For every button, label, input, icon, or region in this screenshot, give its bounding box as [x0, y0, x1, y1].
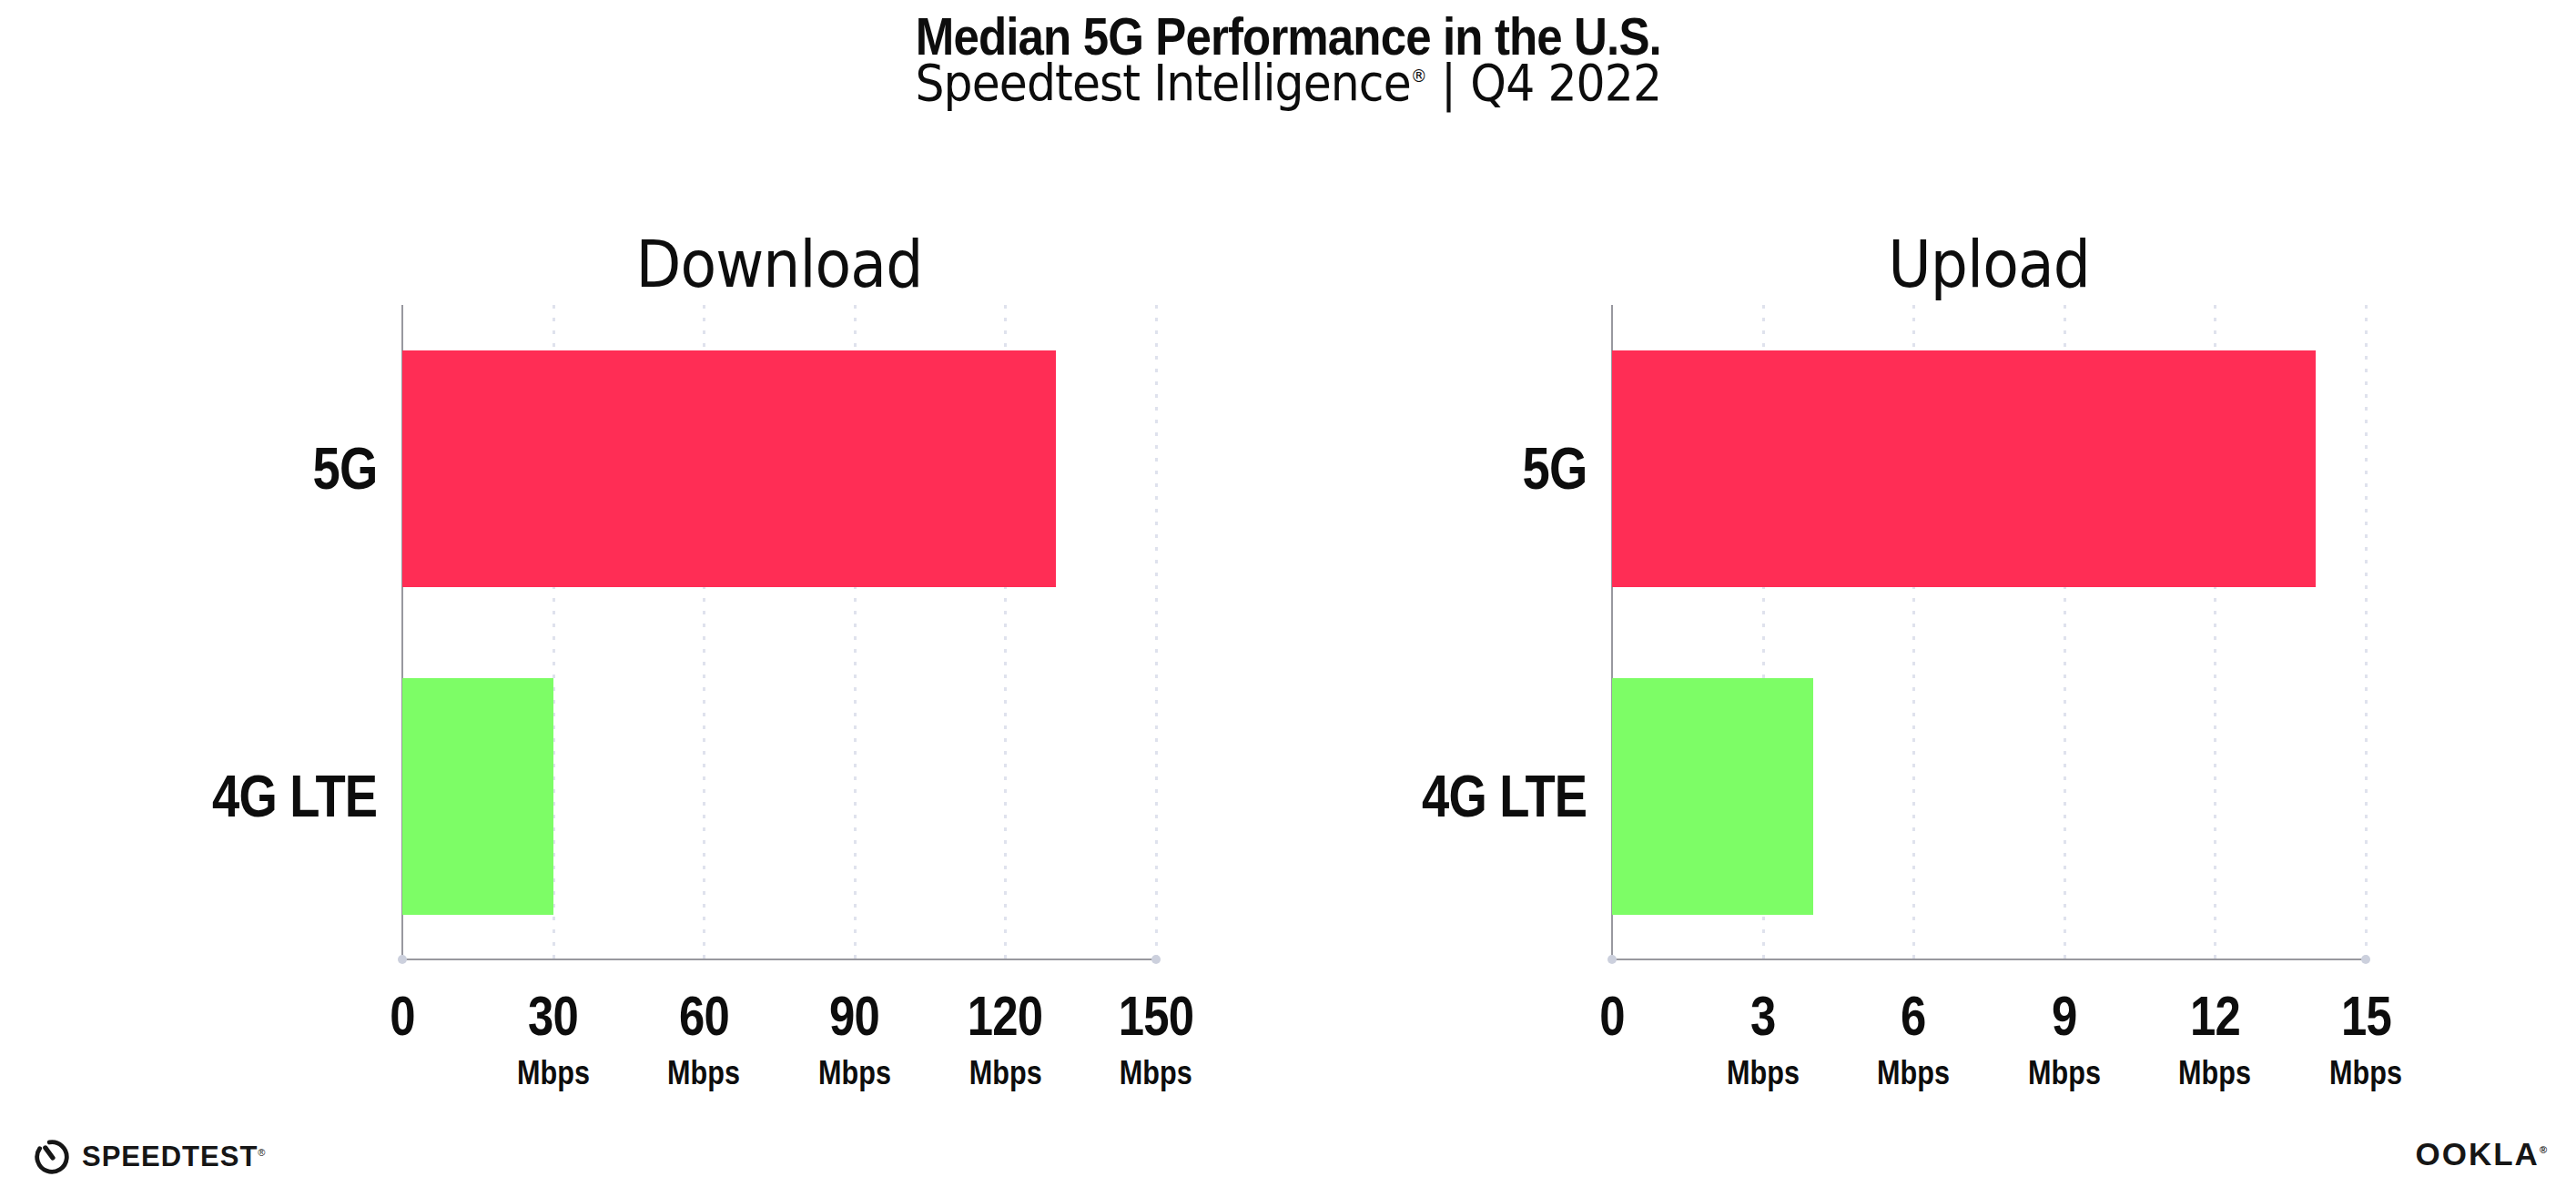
ookla-logo: OOKLA®	[2416, 1136, 2550, 1172]
infographic-canvas: Median 5G Performance in the U.S. Speedt…	[0, 0, 2576, 1197]
x-tick-value: 90	[812, 988, 898, 1044]
category-label-4g-lte: 4G LTE	[0, 767, 377, 826]
x-tick-unit: Mbps	[511, 1057, 596, 1090]
x-tick-value: 120	[959, 988, 1050, 1044]
chart-title: Upload	[1612, 226, 2366, 302]
bar-5g	[1612, 350, 2316, 587]
page-subtitle: Speedtest Intelligence®|Q4 2022	[0, 53, 2576, 112]
x-tick-3: 3 Mbps	[1720, 988, 1806, 1090]
chart-title: Download	[402, 226, 1156, 302]
x-tick-value: 0	[1597, 988, 1627, 1044]
gridline-15	[2365, 305, 2368, 959]
gridline-150	[1155, 305, 1158, 959]
axis-origin-dot	[1607, 955, 1617, 964]
x-tick-0: 0	[387, 988, 417, 1044]
speedtest-wordmark: SPEEDTEST®	[82, 1141, 266, 1173]
x-tick-value: 0	[387, 988, 417, 1044]
speedtest-logo: SPEEDTEST®	[31, 1134, 266, 1180]
x-tick-150: 150 Mbps	[1111, 988, 1202, 1090]
subtitle-divider: |	[1426, 53, 1470, 112]
subtitle-brand: Speedtest Intelligence	[915, 53, 1410, 112]
bar-4g-lte	[1612, 678, 1813, 915]
x-tick-unit: Mbps	[2022, 1057, 2107, 1090]
speedtest-registered-mark: ®	[258, 1147, 266, 1158]
category-label-text: 4G LTE	[1422, 767, 1587, 826]
x-tick-value: 60	[661, 988, 746, 1044]
category-label-4g-lte: 4G LTE	[1131, 767, 1587, 826]
axis-end-dot	[2361, 955, 2370, 964]
chart-title-text: Upload	[1888, 226, 2090, 302]
x-tick-value: 30	[511, 988, 596, 1044]
x-tick-0: 0	[1597, 988, 1627, 1044]
x-tick-value: 150	[1111, 988, 1202, 1044]
x-tick-6: 6 Mbps	[1871, 988, 1956, 1090]
x-tick-unit: Mbps	[1111, 1057, 1202, 1090]
x-tick-unit: Mbps	[959, 1057, 1050, 1090]
bar-5g	[402, 350, 1056, 587]
x-tick-90: 90 Mbps	[812, 988, 898, 1090]
ookla-wordmark: OOKLA®	[2416, 1136, 2550, 1172]
x-tick-unit: Mbps	[2172, 1057, 2257, 1090]
x-tick-15: 15 Mbps	[2323, 988, 2409, 1090]
chart-title-text: Download	[636, 226, 923, 302]
x-tick-value: 12	[2172, 988, 2257, 1044]
x-tick-120: 120 Mbps	[959, 988, 1050, 1090]
x-tick-value: 6	[1871, 988, 1956, 1044]
bar-4g-lte	[402, 678, 553, 915]
x-tick-30: 30 Mbps	[511, 988, 596, 1090]
x-tick-unit: Mbps	[1720, 1057, 1806, 1090]
x-tick-unit: Mbps	[2323, 1057, 2409, 1090]
x-tick-unit: Mbps	[1871, 1057, 1956, 1090]
category-label-5g: 5G	[0, 440, 377, 498]
x-tick-60: 60 Mbps	[661, 988, 746, 1090]
x-axis-line	[1611, 959, 2367, 960]
category-label-text: 5G	[312, 440, 377, 498]
category-label-5g: 5G	[1131, 440, 1587, 498]
subtitle-period: Q4 2022	[1470, 53, 1661, 112]
x-tick-unit: Mbps	[661, 1057, 746, 1090]
registered-mark-icon: ®	[1410, 65, 1425, 86]
axis-end-dot	[1151, 955, 1161, 964]
x-tick-value: 3	[1720, 988, 1806, 1044]
category-label-text: 5G	[1522, 440, 1587, 498]
x-tick-value: 9	[2022, 988, 2107, 1044]
category-label-text: 4G LTE	[212, 767, 377, 826]
x-axis-line	[401, 959, 1157, 960]
x-tick-9: 9 Mbps	[2022, 988, 2107, 1090]
x-tick-12: 12 Mbps	[2172, 988, 2257, 1090]
ookla-registered-mark: ®	[2540, 1144, 2549, 1155]
x-tick-value: 15	[2323, 988, 2409, 1044]
axis-origin-dot	[398, 955, 407, 964]
x-tick-unit: Mbps	[812, 1057, 898, 1090]
speedtest-gauge-icon	[31, 1136, 73, 1178]
